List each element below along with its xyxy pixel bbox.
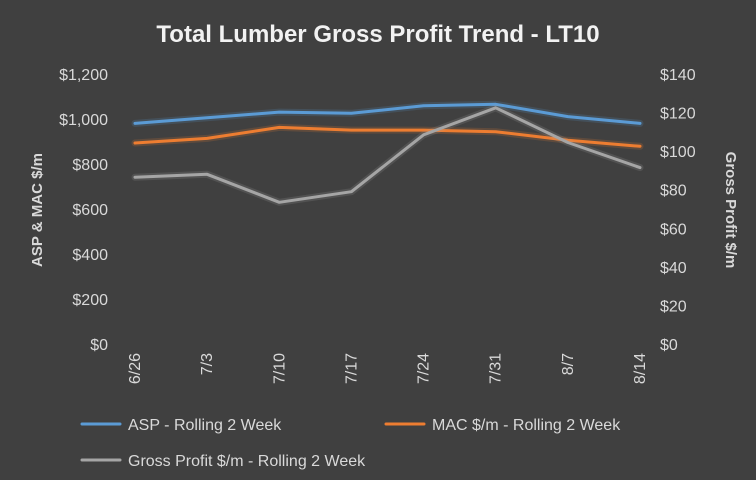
left-axis-tick-label: $200 xyxy=(72,292,108,309)
left-axis-tick-label: $1,000 xyxy=(59,112,108,129)
left-axis-tick-label: $1,200 xyxy=(59,67,108,84)
left-axis-tick-label: $600 xyxy=(72,202,108,219)
axes: ASP & MAC $/m Gross Profit $/m $0 $200 $40… xyxy=(29,67,739,384)
series-line-3 xyxy=(133,106,642,204)
right-axis-tick-label: $80 xyxy=(660,183,687,200)
series-line-1 xyxy=(133,102,642,125)
x-axis-tick-label: 7/31 xyxy=(488,353,505,384)
x-axis-tick-label: 8/14 xyxy=(632,353,649,384)
series-line-2 xyxy=(133,125,642,148)
series-line-glow xyxy=(131,100,644,127)
plot-area xyxy=(131,100,644,206)
legend-label: ASP - Rolling 2 Week xyxy=(128,417,282,434)
legend: ASP - Rolling 2 Week MAC $/m - Rolling 2 … xyxy=(80,417,621,470)
series-line-glow xyxy=(131,104,644,206)
x-axis-tick-label: 6/26 xyxy=(127,353,144,384)
x-axis-tick-label: 8/7 xyxy=(560,353,577,375)
right-axis-tick-label: $100 xyxy=(660,144,696,161)
left-axis-tick-label: $400 xyxy=(72,247,108,264)
left-axis-tick-label: $800 xyxy=(72,157,108,174)
right-axis-tick-label: $60 xyxy=(660,221,687,238)
x-axis-tick-label: 7/24 xyxy=(416,353,433,384)
right-axis-tick-label: $120 xyxy=(660,106,696,123)
left-axis-title: ASP & MAC $/m xyxy=(29,153,46,267)
chart-title: Total Lumber Gross Profit Trend - LT10 xyxy=(156,21,599,48)
left-axis-tick-label: $0 xyxy=(90,337,108,354)
right-axis-tick-label: $0 xyxy=(660,337,678,354)
right-axis-title: Gross Profit $/m xyxy=(722,152,739,269)
x-axis-tick-label: 7/10 xyxy=(271,353,288,384)
x-axis-tick-label: 7/3 xyxy=(199,353,216,375)
right-axis-tick-label: $40 xyxy=(660,260,687,277)
right-axis-tick-label: $20 xyxy=(660,298,687,315)
legend-label: Gross Profit $/m - Rolling 2 Week xyxy=(128,453,366,470)
right-axis-tick-label: $140 xyxy=(660,67,696,84)
legend-label: MAC $/m - Rolling 2 Week xyxy=(432,417,621,434)
x-axis-tick-label: 7/17 xyxy=(343,353,360,384)
